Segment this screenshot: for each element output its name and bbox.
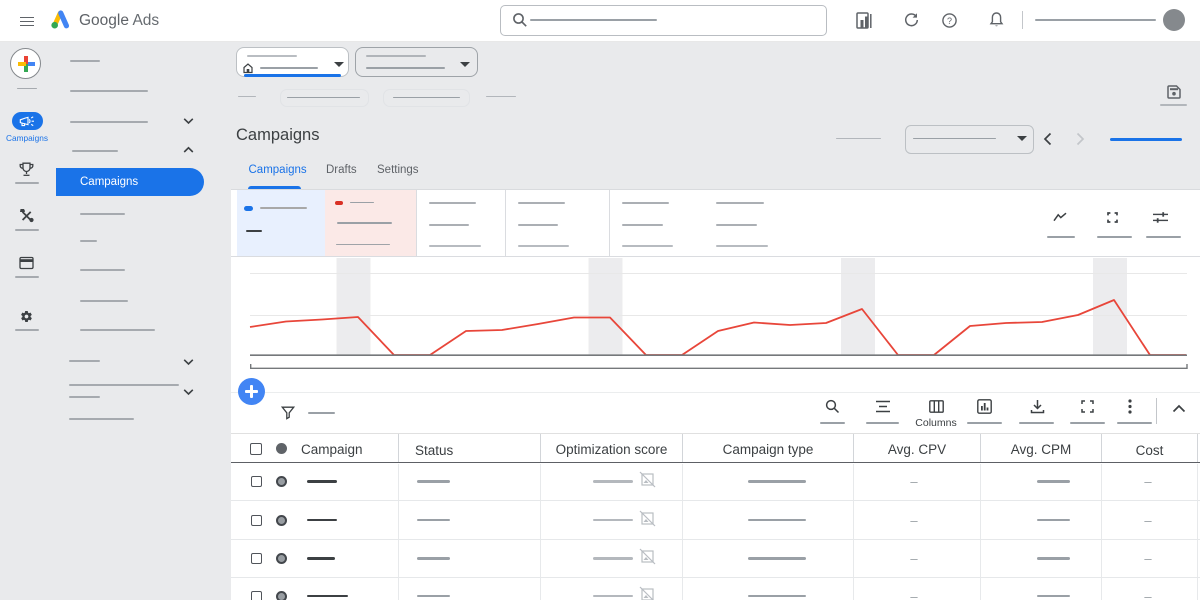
svg-text:?: ? — [947, 16, 952, 26]
